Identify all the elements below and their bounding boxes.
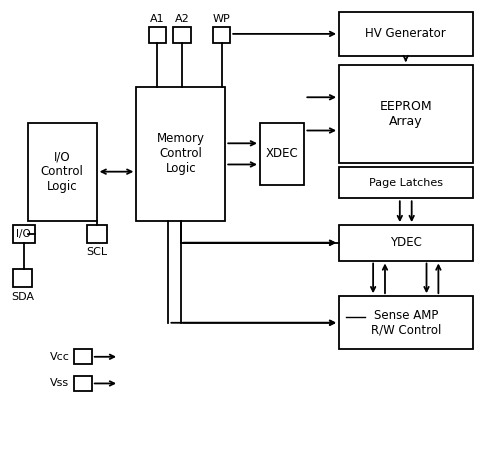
Text: SCL: SCL bbox=[86, 247, 108, 257]
Text: I/O: I/O bbox=[16, 229, 31, 239]
Bar bbox=[12, 225, 35, 243]
Bar bbox=[28, 123, 96, 220]
Text: Page Latches: Page Latches bbox=[369, 178, 443, 188]
Bar bbox=[213, 27, 230, 43]
Bar bbox=[74, 376, 92, 391]
Text: I/O
Control
Logic: I/O Control Logic bbox=[40, 150, 84, 193]
Bar bbox=[174, 27, 190, 43]
Bar bbox=[74, 350, 92, 364]
Text: Memory
Control
Logic: Memory Control Logic bbox=[157, 132, 205, 176]
Text: WP: WP bbox=[212, 14, 230, 24]
Bar bbox=[148, 27, 166, 43]
Bar bbox=[339, 167, 472, 198]
Text: A1: A1 bbox=[150, 14, 164, 24]
Bar bbox=[87, 225, 106, 243]
Text: Vss: Vss bbox=[50, 378, 70, 388]
Bar bbox=[339, 65, 472, 163]
Text: HV Generator: HV Generator bbox=[366, 27, 446, 40]
Text: YDEC: YDEC bbox=[390, 236, 422, 249]
Text: Sense AMP
R/W Control: Sense AMP R/W Control bbox=[370, 309, 441, 337]
Bar bbox=[339, 12, 472, 56]
Bar bbox=[339, 225, 472, 261]
Bar bbox=[12, 270, 32, 287]
Text: Vcc: Vcc bbox=[50, 352, 70, 362]
Bar bbox=[339, 296, 472, 350]
Text: EEPROM
Array: EEPROM Array bbox=[380, 100, 432, 128]
Text: SDA: SDA bbox=[11, 292, 34, 302]
Bar bbox=[136, 87, 226, 220]
Text: XDEC: XDEC bbox=[266, 148, 298, 160]
Bar bbox=[260, 123, 304, 185]
Text: A2: A2 bbox=[174, 14, 190, 24]
